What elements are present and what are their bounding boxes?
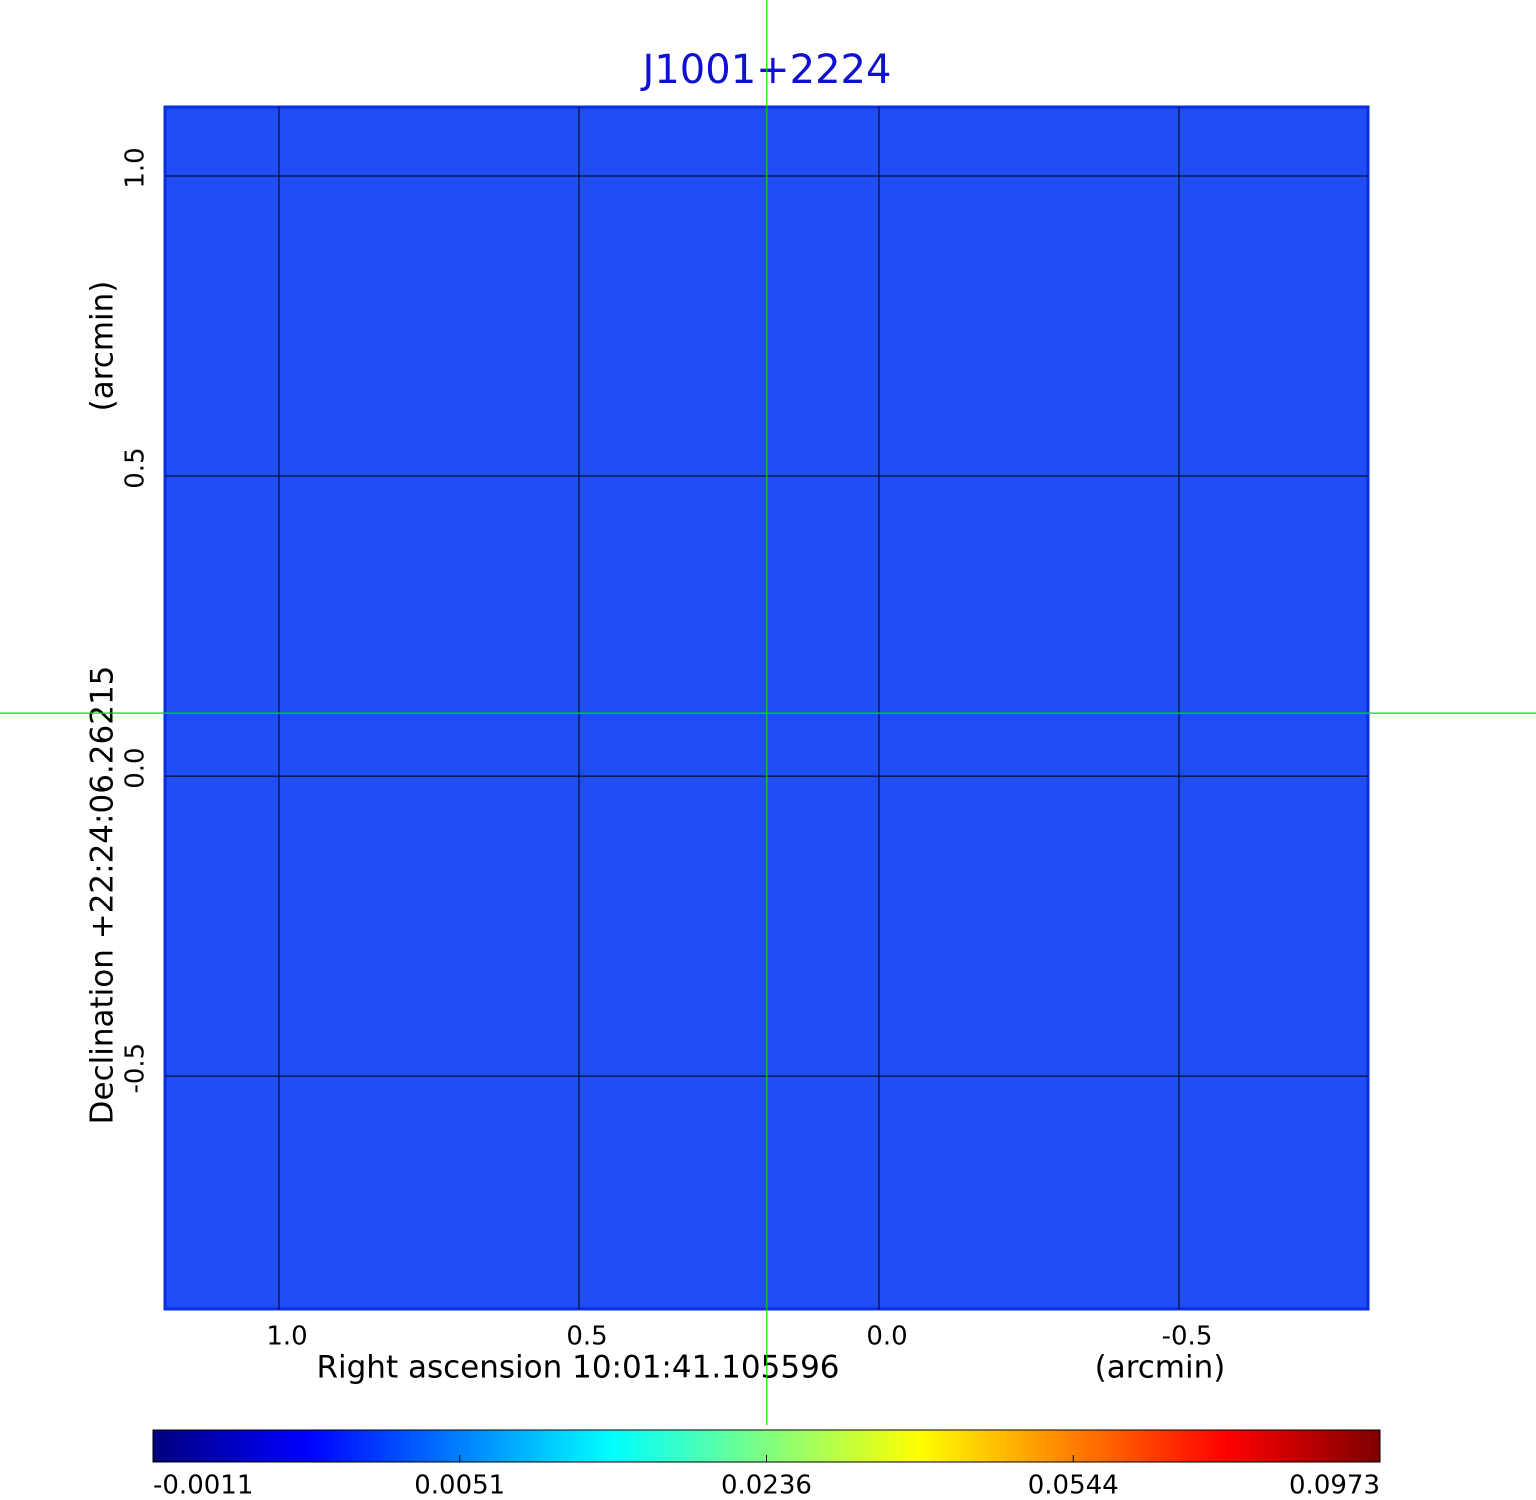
x-tick-label: -0.5: [1162, 1322, 1213, 1352]
x-tick-label: 1.0: [266, 1322, 307, 1352]
y-tick-label: -0.5: [121, 1043, 151, 1094]
colorbar-tick-label: 0.0051: [414, 1471, 505, 1500]
y-axis-unit: (arcmin): [85, 281, 121, 412]
x-axis-unit: (arcmin): [1095, 1350, 1226, 1386]
chart-title: J1001+2224: [640, 47, 892, 93]
x-axis-label: Right ascension 10:01:41.105596: [316, 1350, 839, 1386]
colorbar-tick-label: 0.0973: [1289, 1471, 1380, 1500]
colorbar-tick-label: -0.0011: [153, 1471, 253, 1500]
y-axis-label: Declination +22:24:06.26215: [85, 666, 121, 1125]
y-tick-label: 0.0: [121, 747, 151, 788]
colorbar-tick-label: 0.0236: [721, 1471, 812, 1500]
colorbar-tick-label: 0.0544: [1028, 1471, 1119, 1500]
x-tick-label: 0.5: [566, 1322, 607, 1352]
source: [0, 0, 38, 38]
x-tick-label: 0.0: [866, 1322, 907, 1352]
y-tick-label: 0.5: [121, 447, 151, 488]
y-tick-label: 1.0: [121, 147, 151, 188]
